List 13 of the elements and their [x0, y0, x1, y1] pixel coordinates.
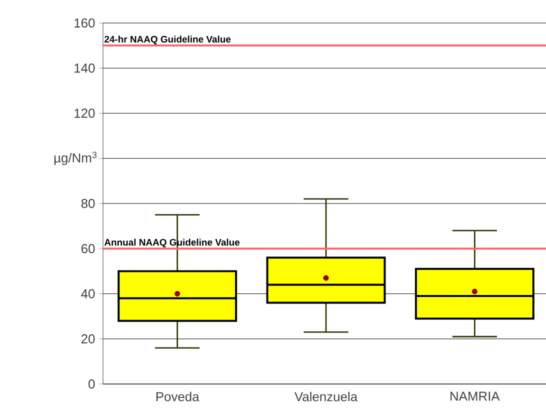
y-tick-label: 60: [81, 244, 95, 254]
x-tick-label: NAMRIA: [450, 392, 500, 401]
y-axis-title: µg/Nm$^{3}$: [54, 152, 97, 166]
y-tick-label: 140: [74, 64, 95, 73]
y-tick-label: 120: [74, 108, 95, 118]
y-tick-label: 0: [88, 379, 95, 389]
ref-line-label: 24-hr NAAQ Guideline Value: [104, 36, 231, 44]
y-tick-label: 160: [74, 18, 95, 28]
y-tick-label: 80: [81, 198, 95, 208]
x-tick-label: Valenzuela: [294, 392, 358, 402]
x-tick-label: Poveda: [156, 392, 200, 402]
y-tick-label: 40: [81, 289, 95, 298]
y-tick-label: 20: [81, 334, 95, 344]
